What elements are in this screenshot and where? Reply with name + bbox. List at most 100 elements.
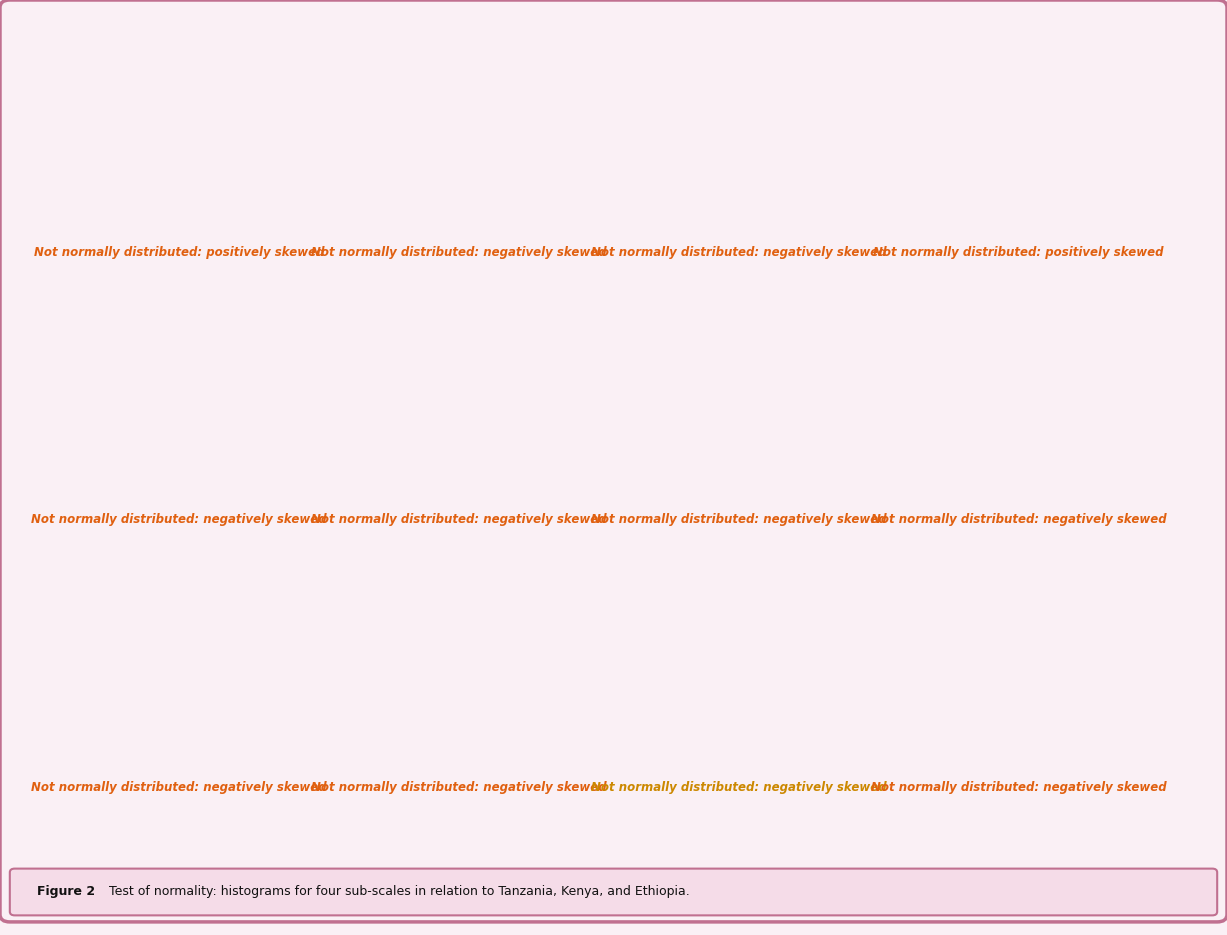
Bar (720, 89, 731, 237)
Bar (1039, 146, 1052, 237)
Bar (330, 728, 356, 771)
Text: for Country= Kenya: for Country= Kenya (141, 543, 217, 552)
Bar (844, 187, 855, 237)
Bar (957, 130, 969, 237)
Text: Mean = 3.27
Std. Dev. = 1.353
N = 260: Mean = 3.27 Std. Dev. = 1.353 N = 260 (1077, 565, 1141, 583)
Bar (182, 741, 210, 771)
Bar (653, 415, 672, 504)
Bar (389, 494, 413, 504)
Text: Mean = 4.12
Std. Dev. = 1.196
N = 230: Mean = 4.12 Std. Dev. = 1.196 N = 230 (798, 565, 861, 583)
Bar (417, 686, 443, 771)
Bar (533, 382, 558, 504)
Text: Mean = 2.81
Std. Dev. = 0.776
N = 371: Mean = 2.81 Std. Dev. = 0.776 N = 371 (1077, 30, 1141, 49)
Bar (475, 665, 501, 771)
X-axis label: Ethno-Nationalism - Theory: Ethno-Nationalism - Theory (126, 517, 232, 525)
Text: Figure 2: Figure 2 (37, 885, 94, 899)
Bar (643, 735, 671, 771)
Text: for Country= Tanzania: for Country= Tanzania (136, 8, 222, 17)
Bar (683, 113, 694, 237)
Bar (240, 394, 256, 504)
Bar (330, 230, 344, 237)
Bar (917, 173, 929, 237)
Bar (223, 324, 239, 504)
Bar (930, 151, 942, 237)
Bar (999, 156, 1011, 237)
Bar (972, 103, 983, 237)
Bar (1113, 470, 1129, 504)
Y-axis label: Frequency: Frequency (859, 645, 867, 684)
Bar (1121, 221, 1134, 237)
Bar (944, 759, 989, 771)
Bar (676, 698, 704, 771)
Text: Not normally distributed: negatively skewed: Not normally distributed: negatively ske… (32, 781, 326, 794)
Bar (361, 217, 374, 237)
X-axis label: Ethno-Nationalism - Multiculturalist Civic Nationalism: Ethno-Nationalism - Multiculturalist Civ… (76, 784, 282, 793)
Bar (708, 680, 736, 771)
Text: Not normally distributed: negatively skewed: Not normally distributed: negatively ske… (591, 246, 886, 259)
Text: Not normally distributed: negatively skewed: Not normally distributed: negatively ske… (871, 781, 1166, 794)
Bar (647, 171, 658, 237)
Bar (1136, 226, 1147, 237)
Bar (610, 468, 629, 504)
Text: Histogram: Histogram (155, 522, 204, 530)
Text: Histogram: Histogram (434, 522, 483, 530)
Bar (827, 425, 845, 504)
Y-axis label: Frequency: Frequency (864, 378, 872, 417)
Bar (734, 89, 744, 237)
Bar (758, 40, 769, 237)
X-axis label: Family Values - Relationships: Family Values - Relationships (683, 517, 794, 525)
Text: Mean = 4.12
Std. Dev. = 1.047
N = 273: Mean = 4.12 Std. Dev. = 1.047 N = 273 (518, 30, 582, 49)
Text: for Country= Tanzania: for Country= Tanzania (696, 8, 782, 17)
Bar (417, 471, 443, 504)
Bar (890, 491, 906, 504)
Bar (254, 195, 271, 237)
Text: Histogram: Histogram (434, 254, 483, 263)
Bar (330, 497, 356, 504)
Bar (217, 219, 234, 237)
Bar (50, 224, 66, 237)
Bar (1075, 419, 1092, 504)
Text: Not normally distributed: negatively skewed: Not normally distributed: negatively ske… (312, 781, 606, 794)
Bar (1081, 120, 1093, 237)
Bar (892, 766, 937, 771)
Bar (832, 180, 843, 237)
Bar (533, 626, 558, 771)
Bar (985, 103, 998, 237)
Y-axis label: Frequency: Frequency (584, 645, 593, 684)
Bar (820, 180, 831, 237)
Bar (890, 140, 901, 237)
X-axis label: Family Values - Hierarchy: Family Values - Hierarchy (969, 250, 1067, 258)
Y-axis label: Frequency: Frequency (299, 645, 308, 684)
Text: for Country= Ethiopia: for Country= Ethiopia (137, 276, 221, 284)
Text: for Country= Kenya: for Country= Kenya (980, 543, 1056, 552)
Bar (293, 451, 308, 504)
X-axis label: Ethno-Nationalism - Theory: Ethno-Nationalism - Theory (126, 250, 232, 258)
Bar (848, 486, 867, 504)
Text: for Country= Kenya: for Country= Kenya (980, 276, 1056, 284)
Bar (180, 171, 196, 237)
Bar (995, 748, 1042, 771)
Text: Not normally distributed: negatively skewed: Not normally distributed: negatively ske… (312, 513, 606, 526)
Text: Mean = 4.9
Std. Dev. = 0.978
N = 244: Mean = 4.9 Std. Dev. = 0.978 N = 244 (518, 297, 582, 316)
Y-axis label: Frequency: Frequency (584, 110, 593, 150)
Bar (274, 201, 290, 237)
Bar (963, 354, 980, 504)
Bar (1054, 156, 1065, 237)
Bar (199, 124, 215, 237)
Bar (50, 483, 65, 504)
Bar (106, 178, 123, 237)
Bar (437, 83, 450, 237)
Bar (1012, 162, 1025, 237)
Text: Mean = 3.72
Std. Dev. = 1.197
N = 233: Mean = 3.72 Std. Dev. = 1.197 N = 233 (798, 30, 861, 49)
Text: Not normally distributed: negatively skewed: Not normally distributed: negatively ske… (591, 781, 886, 794)
Bar (213, 711, 242, 771)
Bar (858, 187, 867, 237)
Bar (1131, 491, 1147, 504)
Bar (162, 29, 178, 237)
Bar (447, 682, 471, 771)
Text: Histogram: Histogram (714, 522, 763, 530)
Bar (746, 40, 757, 237)
Text: Mean = 4.32
Std. Dev. = 0.947
N = 371: Mean = 4.32 Std. Dev. = 0.947 N = 371 (238, 297, 302, 316)
Y-axis label: Frequency: Frequency (304, 378, 313, 417)
Text: for Country= Kenya: for Country= Kenya (421, 8, 497, 17)
